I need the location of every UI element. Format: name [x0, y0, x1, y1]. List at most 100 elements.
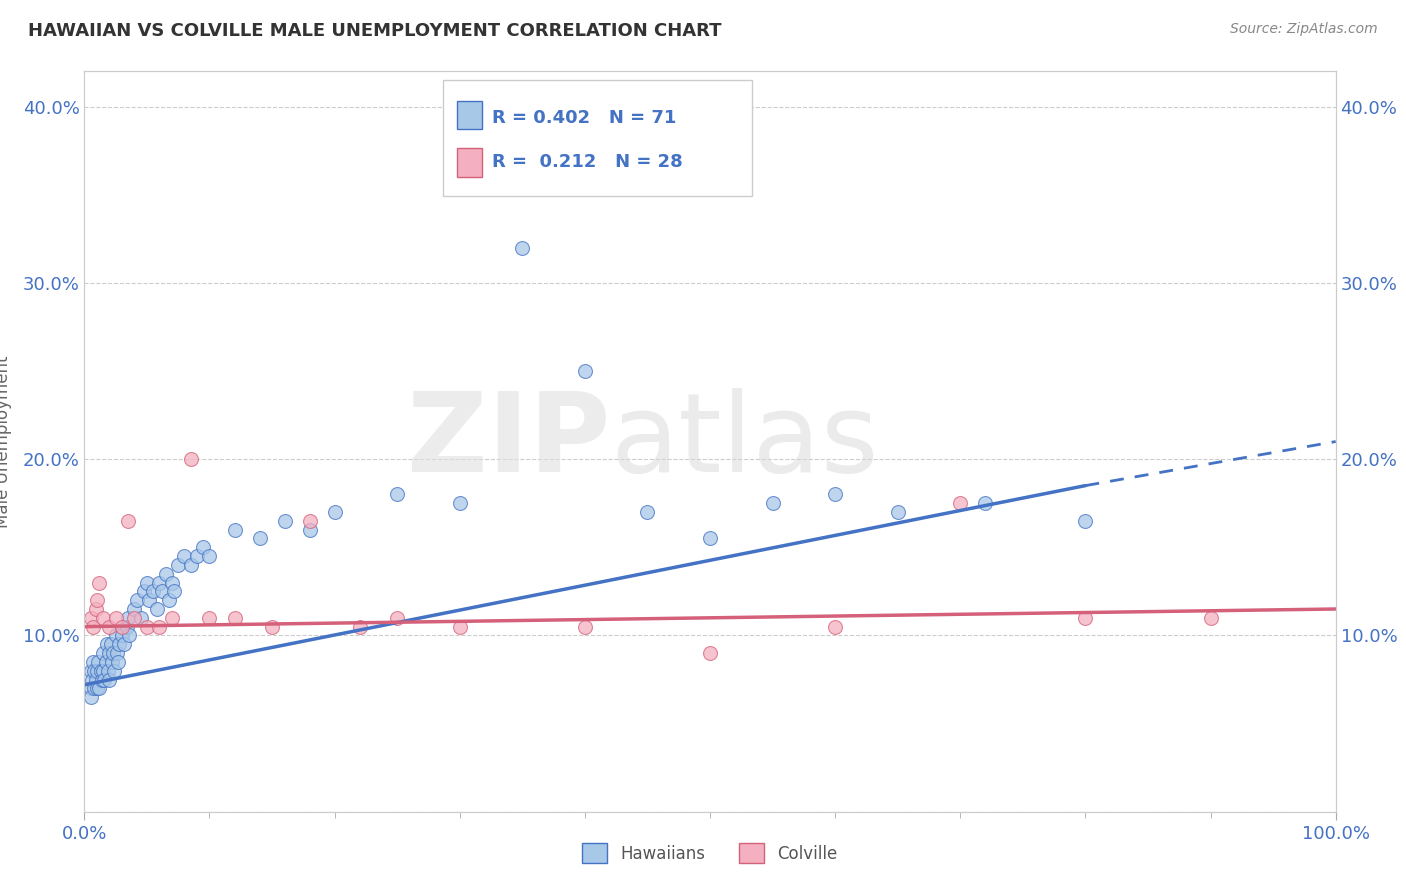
Point — [159, 593, 181, 607]
Point — [173, 549, 195, 563]
Point — [79, 681, 101, 696]
Point — [146, 602, 169, 616]
Point — [136, 575, 159, 590]
Point — [82, 620, 104, 634]
Point — [699, 646, 721, 660]
Point — [82, 655, 104, 669]
Point — [112, 637, 135, 651]
Point — [89, 575, 111, 590]
Point — [117, 611, 139, 625]
Point — [83, 664, 105, 678]
Point — [449, 620, 471, 634]
Point — [1074, 514, 1097, 528]
Point — [79, 611, 101, 625]
Point — [91, 646, 114, 660]
Point — [298, 523, 321, 537]
Point — [89, 681, 111, 696]
Point — [699, 532, 721, 546]
Point — [91, 664, 114, 678]
Point — [574, 620, 596, 634]
Point — [91, 611, 114, 625]
Point — [134, 584, 156, 599]
Point — [974, 496, 997, 510]
Point — [86, 681, 108, 696]
Point — [125, 593, 148, 607]
Point — [167, 558, 190, 572]
Point — [111, 620, 134, 634]
Point — [90, 664, 112, 678]
Point — [887, 505, 910, 519]
Point — [86, 593, 108, 607]
Point — [104, 611, 127, 625]
Point — [180, 452, 202, 467]
Point — [160, 575, 183, 590]
Point — [124, 611, 146, 625]
Point — [90, 673, 112, 687]
Point — [136, 620, 159, 634]
Point — [129, 611, 152, 625]
Point — [249, 532, 271, 546]
Point — [512, 241, 534, 255]
Point — [198, 611, 221, 625]
Point — [115, 620, 138, 634]
Point — [80, 673, 103, 687]
Point — [224, 523, 246, 537]
Point — [323, 505, 346, 519]
Legend: Hawaiians, Colville: Hawaiians, Colville — [575, 837, 845, 870]
Point — [124, 602, 146, 616]
Point — [824, 620, 846, 634]
Text: ZIP: ZIP — [406, 388, 610, 495]
Point — [150, 584, 173, 599]
Point — [1199, 611, 1222, 625]
Point — [349, 620, 371, 634]
Point — [449, 496, 471, 510]
Point — [186, 549, 208, 563]
Text: HAWAIIAN VS COLVILLE MALE UNEMPLOYMENT CORRELATION CHART: HAWAIIAN VS COLVILLE MALE UNEMPLOYMENT C… — [28, 22, 721, 40]
Point — [298, 514, 321, 528]
Point — [96, 637, 118, 651]
Point — [163, 584, 186, 599]
Point — [262, 620, 284, 634]
Point — [103, 664, 125, 678]
Point — [94, 655, 117, 669]
Point — [108, 637, 131, 651]
Point — [104, 628, 127, 642]
Text: Source: ZipAtlas.com: Source: ZipAtlas.com — [1230, 22, 1378, 37]
Point — [101, 646, 124, 660]
Point — [98, 620, 121, 634]
Point — [193, 541, 215, 555]
Text: R = 0.402   N = 71: R = 0.402 N = 71 — [492, 109, 676, 127]
Point — [138, 593, 160, 607]
Text: R =  0.212   N = 28: R = 0.212 N = 28 — [492, 153, 683, 171]
Point — [180, 558, 202, 572]
Point — [98, 646, 121, 660]
Point — [83, 681, 105, 696]
Point — [98, 673, 121, 687]
Point — [86, 664, 108, 678]
Point — [118, 628, 141, 642]
Point — [97, 664, 120, 678]
Point — [111, 628, 134, 642]
Point — [385, 487, 409, 501]
Point — [198, 549, 221, 563]
Y-axis label: Male Unemployment: Male Unemployment — [0, 355, 11, 528]
Point — [949, 496, 972, 510]
Point — [637, 505, 659, 519]
Point — [385, 611, 409, 625]
Point — [107, 655, 129, 669]
Point — [142, 584, 165, 599]
Point — [148, 575, 170, 590]
Point — [93, 673, 115, 687]
Point — [84, 673, 107, 687]
Point — [84, 602, 107, 616]
Point — [762, 496, 785, 510]
Point — [101, 655, 124, 669]
Point — [574, 364, 596, 378]
Point — [79, 664, 101, 678]
Point — [824, 487, 846, 501]
Point — [273, 514, 295, 528]
Point — [224, 611, 246, 625]
Point — [155, 566, 177, 581]
Text: atlas: atlas — [610, 388, 879, 495]
Point — [87, 655, 110, 669]
